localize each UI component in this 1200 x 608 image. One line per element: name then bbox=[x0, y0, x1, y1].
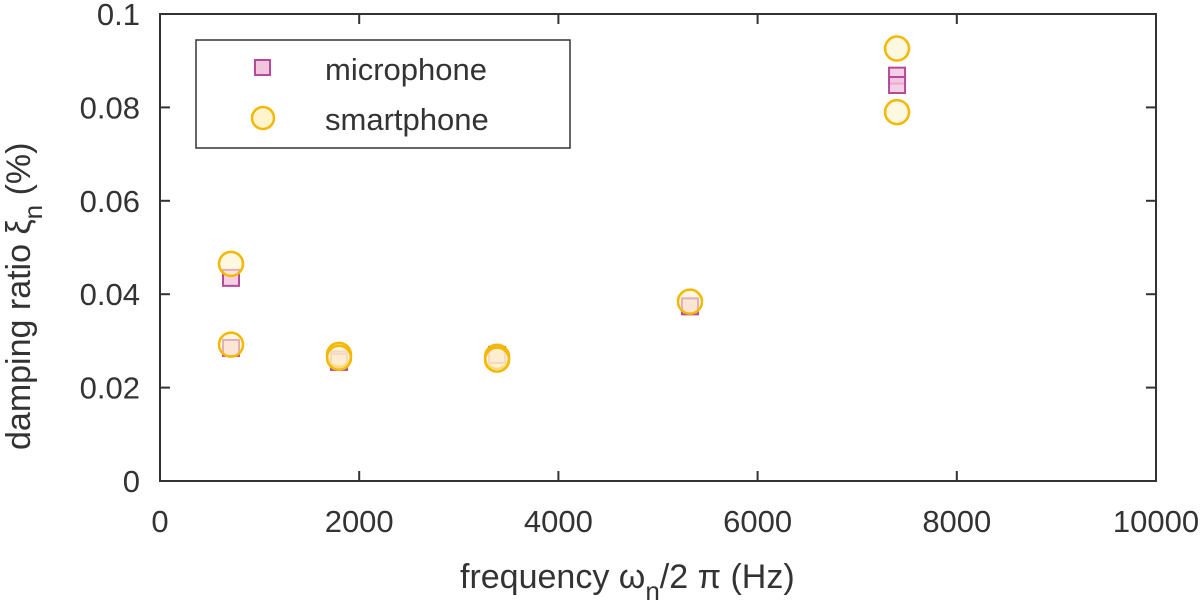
y-tick-label: 0.02 bbox=[80, 371, 140, 406]
legend-box bbox=[195, 39, 571, 149]
y-tick-label: 0 bbox=[123, 464, 140, 499]
point-smartphone bbox=[217, 331, 245, 358]
y-axis-label: damping ratio ξn (%) bbox=[0, 143, 48, 450]
legend-marker-smartphone bbox=[250, 105, 276, 131]
y-tick-label: 0.04 bbox=[80, 277, 140, 312]
legend-label-microphone: microphone bbox=[325, 52, 487, 87]
x-tick-label: 10000 bbox=[1113, 504, 1199, 539]
y-tick-label: 0.08 bbox=[80, 90, 140, 125]
x-tick-label: 6000 bbox=[723, 504, 792, 539]
point-smartphone bbox=[883, 98, 911, 126]
axis-ticks: 0 2000 4000 6000 8000 10000 0 0.02 0.04 0.06 0.08 0… bbox=[80, 0, 1199, 539]
point-smartphone bbox=[483, 346, 511, 373]
x-axis-label: frequency ωn/2 π (Hz) bbox=[460, 558, 795, 603]
x-tick-label: 4000 bbox=[524, 504, 593, 539]
data-marks bbox=[217, 35, 911, 373]
x-tick-label: 0 bbox=[151, 504, 168, 539]
legend: microphone smartphone bbox=[195, 39, 571, 149]
y-tick-label: 0.1 bbox=[97, 0, 140, 32]
plot-frame bbox=[159, 13, 1157, 482]
x-tick-label: 8000 bbox=[922, 504, 991, 539]
point-smartphone bbox=[676, 288, 704, 315]
point-smartphone bbox=[883, 35, 911, 62]
x-tick-label: 2000 bbox=[325, 504, 394, 539]
legend-marker-microphone bbox=[254, 59, 271, 76]
point-microphone bbox=[888, 75, 907, 94]
legend-label-smartphone: smartphone bbox=[325, 102, 489, 137]
point-smartphone bbox=[217, 250, 245, 278]
point-smartphone bbox=[325, 344, 353, 371]
y-tick-label: 0.06 bbox=[80, 184, 140, 219]
